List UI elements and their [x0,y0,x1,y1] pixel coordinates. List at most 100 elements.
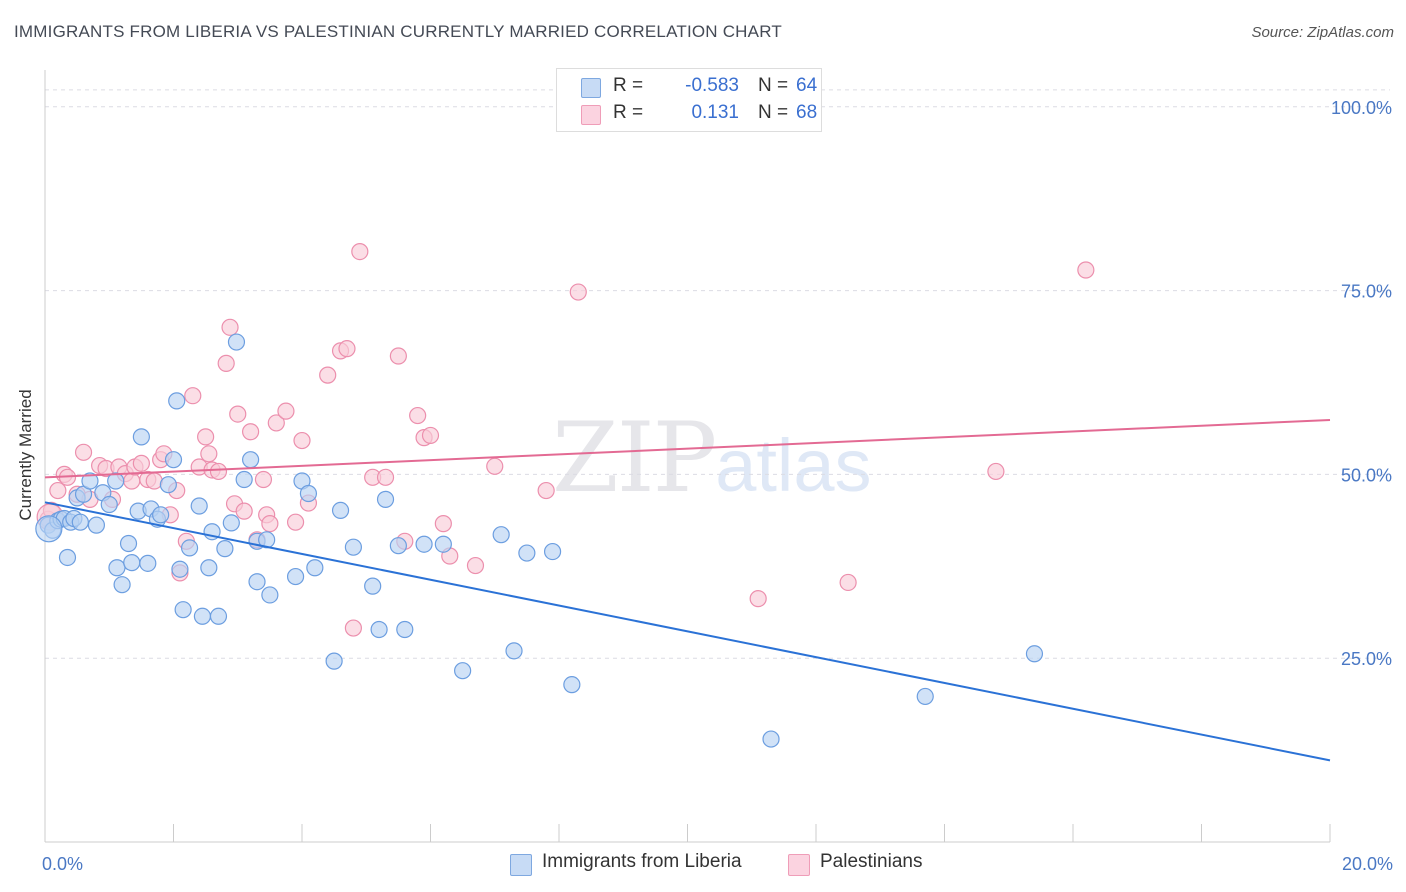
point-liberia [164,451,183,469]
point-liberia [113,576,131,594]
point-liberia [159,476,177,494]
n-label: N = [758,102,789,123]
watermark: ZIPatlas [552,402,872,514]
point-palestinians [338,340,356,358]
palestinians-swatch [581,105,601,125]
y-tick-label: 100.0% [1331,98,1392,118]
point-palestinians [229,405,247,423]
n-label: N = [758,75,789,96]
y-tick-label: 25.0% [1341,649,1392,669]
point-liberia [389,537,407,555]
point-liberia [200,559,218,577]
chart-title: IMMIGRANTS FROM LIBERIA VS PALESTINIAN C… [14,22,782,41]
point-liberia [190,497,208,515]
point-liberia [415,535,433,553]
point-liberia [235,470,253,489]
point-liberia [543,542,562,561]
point-liberia [108,559,126,577]
r-value: 0.131 [691,102,739,123]
point-liberia [454,662,472,680]
point-liberia [222,514,240,532]
point-liberia [286,567,305,586]
point-palestinians [49,481,67,500]
point-liberia [35,515,63,543]
watermark-atlas: atlas [715,424,872,507]
point-palestinians [217,354,235,372]
point-liberia [364,577,382,595]
point-palestinians [389,347,407,365]
r-value: -0.583 [685,75,739,96]
point-liberia [248,573,266,591]
stats-box: R = -0.583 N = 64 R = 0.131 N = 68 [556,68,822,132]
x-tick-label: 0.0% [42,854,83,874]
point-liberia [563,676,581,694]
point-liberia [306,559,324,577]
series-liberia [35,333,1044,748]
point-liberia [58,548,77,567]
legend-label-palestinians: Palestinians [820,851,923,872]
n-value: 68 [796,102,818,123]
point-liberia [331,501,350,520]
trend-line-liberia [44,501,1331,762]
point-palestinians [242,423,260,441]
point-palestinians [839,573,857,592]
trend-line-palestinians [44,418,1331,479]
point-palestinians [293,431,311,450]
point-liberia [119,534,138,553]
point-palestinians [184,387,202,405]
point-liberia [123,554,141,572]
point-palestinians [486,457,504,475]
point-palestinians [376,468,395,486]
legend-swatch-liberia [510,854,532,876]
source-label: Source: ZipAtlas.com [1251,24,1394,41]
n-value: 64 [796,75,818,96]
point-liberia [261,586,279,604]
point-palestinians [434,515,452,533]
point-palestinians [145,472,163,490]
series-palestinians [36,243,1095,637]
point-liberia [227,333,246,351]
point-liberia [492,526,510,544]
point-liberia [180,539,199,557]
point-palestinians [569,283,587,301]
legend-swatch-palestinians [788,854,810,876]
point-palestinians [74,443,93,461]
point-palestinians [235,502,253,520]
point-liberia [396,620,414,639]
r-label: R = [613,75,644,96]
point-liberia [168,392,186,410]
point-palestinians [286,513,305,531]
point-liberia [762,730,780,748]
point-liberia [71,513,89,531]
point-liberia [376,490,395,508]
point-liberia [1025,645,1044,663]
point-liberia [139,554,157,572]
point-palestinians [319,366,337,384]
point-palestinians [537,481,555,500]
point-palestinians [987,462,1005,481]
point-palestinians [261,515,279,533]
point-palestinians [209,462,228,481]
point-liberia [174,601,192,619]
point-liberia [171,560,189,578]
gridlines [45,89,1390,659]
point-liberia [100,495,118,514]
point-palestinians [1077,261,1095,279]
r-label: R = [613,102,644,123]
tick-labels: 25.0% 50.0% 75.0% 100.0% 0.0% 20.0% [42,98,1393,874]
point-liberia [325,652,343,670]
point-liberia [132,428,150,446]
point-liberia [299,484,318,503]
y-tick-label: 75.0% [1341,282,1392,302]
point-palestinians [749,590,767,608]
point-liberia [242,451,260,469]
point-palestinians [267,414,285,432]
point-palestinians [254,470,273,489]
point-liberia [505,642,523,660]
point-liberia [193,607,212,625]
legend-label-liberia: Immigrants from Liberia [542,851,742,872]
point-liberia [81,472,99,490]
point-liberia [344,538,362,556]
point-liberia [916,687,934,706]
